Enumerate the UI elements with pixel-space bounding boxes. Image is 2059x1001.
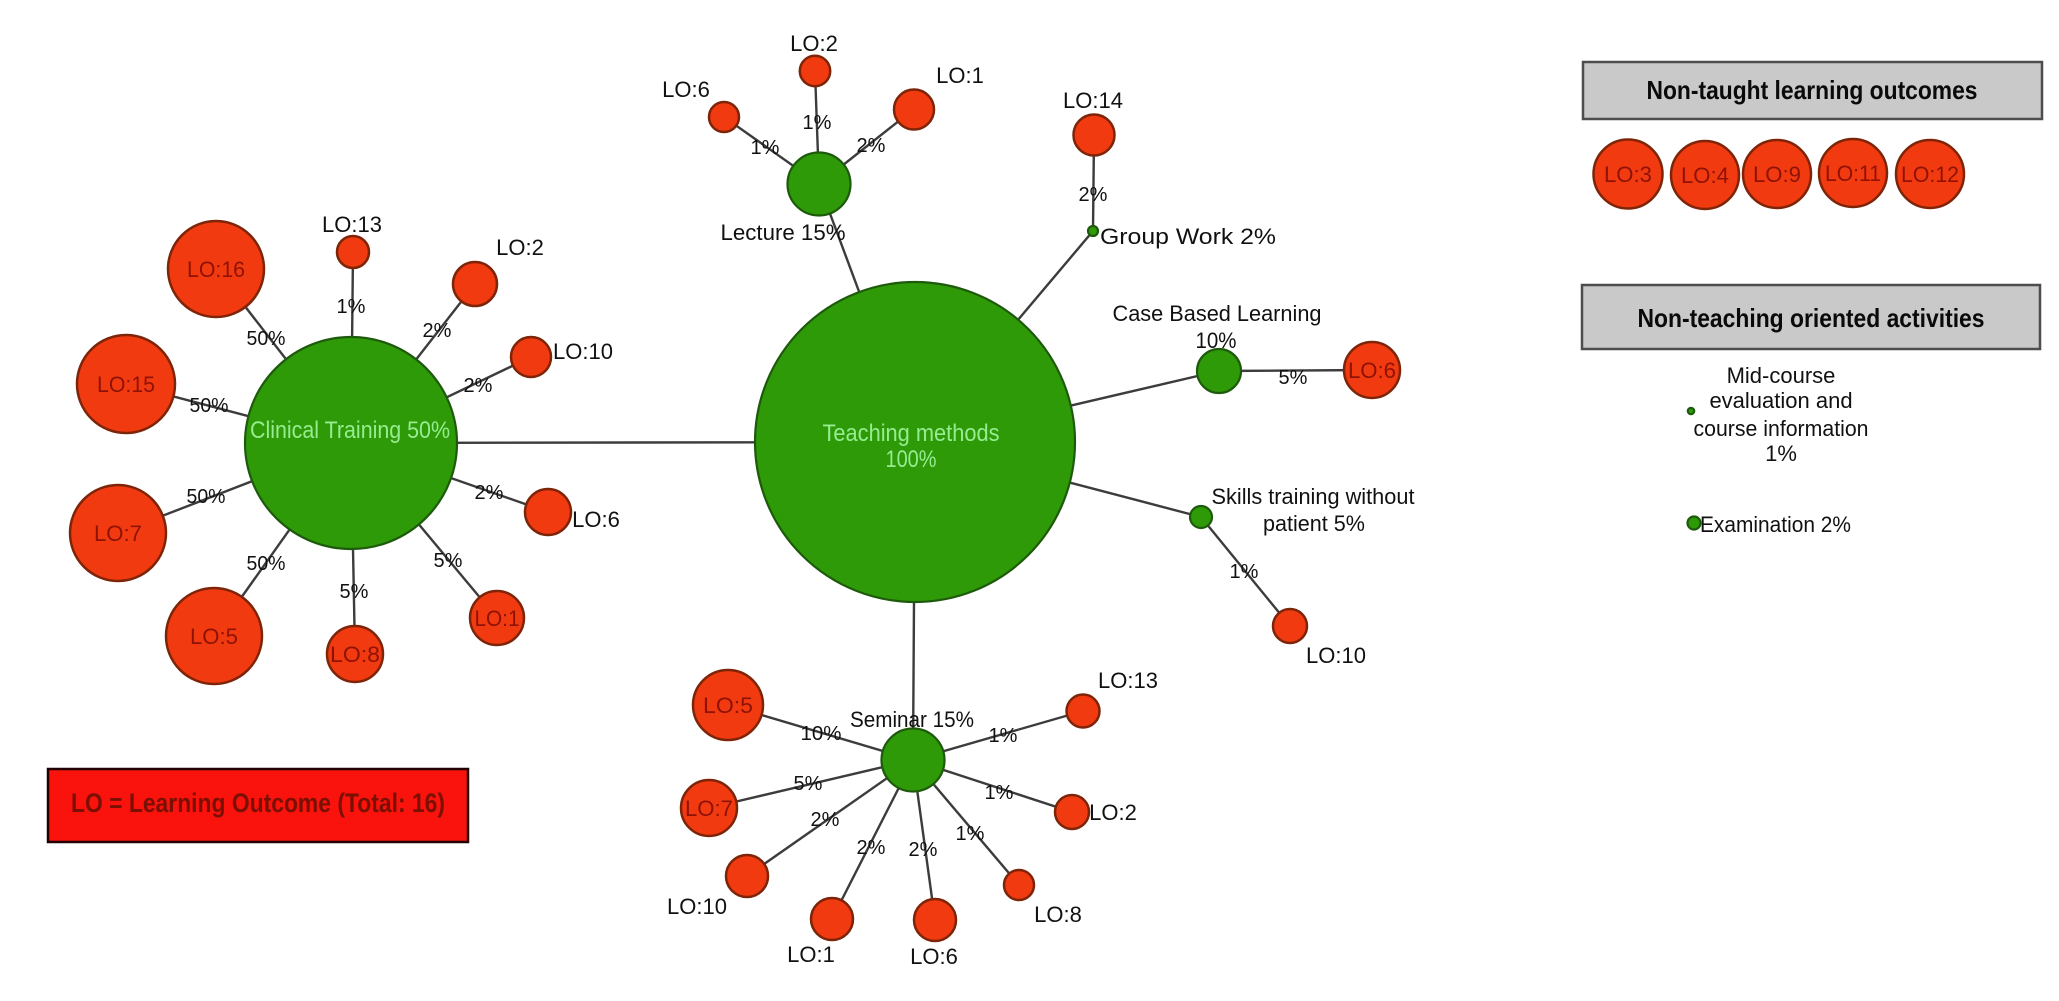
svg-text:1%: 1% bbox=[803, 112, 832, 134]
svg-text:Teaching methods: Teaching methods bbox=[823, 420, 1000, 447]
svg-text:LO:5: LO:5 bbox=[703, 693, 753, 718]
svg-text:LO:6: LO:6 bbox=[1348, 358, 1396, 383]
svg-text:Skills training without: Skills training without bbox=[1212, 484, 1415, 509]
svg-text:LO:16: LO:16 bbox=[187, 257, 245, 282]
svg-text:LO:10: LO:10 bbox=[553, 339, 613, 364]
svg-text:LO:4: LO:4 bbox=[1681, 163, 1729, 188]
svg-text:1%: 1% bbox=[337, 296, 366, 318]
svg-text:LO:10: LO:10 bbox=[1306, 643, 1366, 668]
svg-text:50%: 50% bbox=[187, 486, 226, 508]
svg-text:Examination 2%: Examination 2% bbox=[1700, 512, 1851, 537]
svg-text:LO:1: LO:1 bbox=[936, 63, 984, 88]
svg-text:2%: 2% bbox=[909, 839, 938, 861]
svg-text:Lecture 15%: Lecture 15% bbox=[721, 220, 846, 245]
svg-text:LO:15: LO:15 bbox=[97, 372, 155, 397]
svg-text:5%: 5% bbox=[1279, 367, 1308, 389]
svg-text:LO:12: LO:12 bbox=[1901, 162, 1959, 187]
svg-text:50%: 50% bbox=[247, 553, 286, 575]
svg-text:2%: 2% bbox=[857, 135, 886, 157]
svg-text:10%: 10% bbox=[801, 723, 842, 745]
svg-text:LO:13: LO:13 bbox=[1098, 668, 1158, 693]
svg-text:5%: 5% bbox=[794, 773, 823, 795]
svg-text:2%: 2% bbox=[464, 375, 493, 397]
svg-text:LO:11: LO:11 bbox=[1825, 161, 1881, 186]
svg-text:2%: 2% bbox=[857, 837, 886, 859]
svg-text:LO:1: LO:1 bbox=[475, 606, 520, 631]
svg-text:1%: 1% bbox=[1765, 441, 1797, 466]
svg-text:evaluation and: evaluation and bbox=[1709, 388, 1852, 413]
svg-text:Non-taught learning outcomes: Non-taught learning outcomes bbox=[1647, 75, 1978, 105]
svg-text:1%: 1% bbox=[1230, 561, 1259, 583]
svg-text:LO:14: LO:14 bbox=[1063, 88, 1123, 113]
svg-text:2%: 2% bbox=[423, 320, 452, 342]
svg-text:patient 5%: patient 5% bbox=[1263, 511, 1365, 536]
svg-text:LO:7: LO:7 bbox=[685, 796, 733, 821]
svg-text:50%: 50% bbox=[247, 328, 286, 350]
svg-text:LO:2: LO:2 bbox=[496, 235, 544, 260]
svg-text:LO = Learning Outcome (Total:: LO = Learning Outcome (Total: 16) bbox=[71, 788, 445, 818]
svg-text:Non-teaching oriented activiti: Non-teaching oriented activities bbox=[1638, 303, 1985, 333]
svg-text:LO:3: LO:3 bbox=[1604, 162, 1652, 187]
svg-text:course information: course information bbox=[1694, 416, 1869, 441]
svg-text:Group Work 2%: Group Work 2% bbox=[1100, 224, 1276, 249]
svg-text:Clinical Training 50%: Clinical Training 50% bbox=[250, 417, 450, 444]
svg-text:Seminar 15%: Seminar 15% bbox=[850, 707, 974, 732]
svg-text:1%: 1% bbox=[989, 725, 1018, 747]
svg-text:5%: 5% bbox=[340, 581, 369, 603]
svg-text:LO:1: LO:1 bbox=[787, 942, 835, 967]
svg-text:2%: 2% bbox=[475, 482, 504, 504]
svg-text:LO:2: LO:2 bbox=[1089, 800, 1137, 825]
svg-text:10%: 10% bbox=[1196, 328, 1237, 353]
svg-text:LO:6: LO:6 bbox=[910, 944, 958, 969]
svg-text:Case Based Learning: Case Based Learning bbox=[1113, 301, 1322, 326]
svg-text:LO:13: LO:13 bbox=[322, 212, 382, 237]
svg-text:LO:8: LO:8 bbox=[330, 642, 380, 667]
svg-text:LO:7: LO:7 bbox=[94, 521, 142, 546]
svg-text:5%: 5% bbox=[434, 550, 463, 572]
svg-text:LO:6: LO:6 bbox=[572, 507, 620, 532]
svg-text:2%: 2% bbox=[811, 809, 840, 831]
svg-text:LO:5: LO:5 bbox=[190, 624, 238, 649]
svg-text:1%: 1% bbox=[956, 823, 985, 845]
svg-text:2%: 2% bbox=[1079, 184, 1108, 206]
svg-text:LO:8: LO:8 bbox=[1034, 902, 1082, 927]
svg-text:1%: 1% bbox=[985, 782, 1014, 804]
svg-text:50%: 50% bbox=[190, 395, 229, 417]
svg-text:1%: 1% bbox=[751, 137, 780, 159]
svg-text:LO:10: LO:10 bbox=[667, 894, 727, 919]
svg-text:LO:6: LO:6 bbox=[662, 77, 710, 102]
svg-text:LO:9: LO:9 bbox=[1753, 162, 1801, 187]
svg-text:LO:2: LO:2 bbox=[790, 31, 838, 56]
svg-text:Mid-course: Mid-course bbox=[1727, 363, 1836, 388]
svg-text:100%: 100% bbox=[886, 446, 937, 473]
